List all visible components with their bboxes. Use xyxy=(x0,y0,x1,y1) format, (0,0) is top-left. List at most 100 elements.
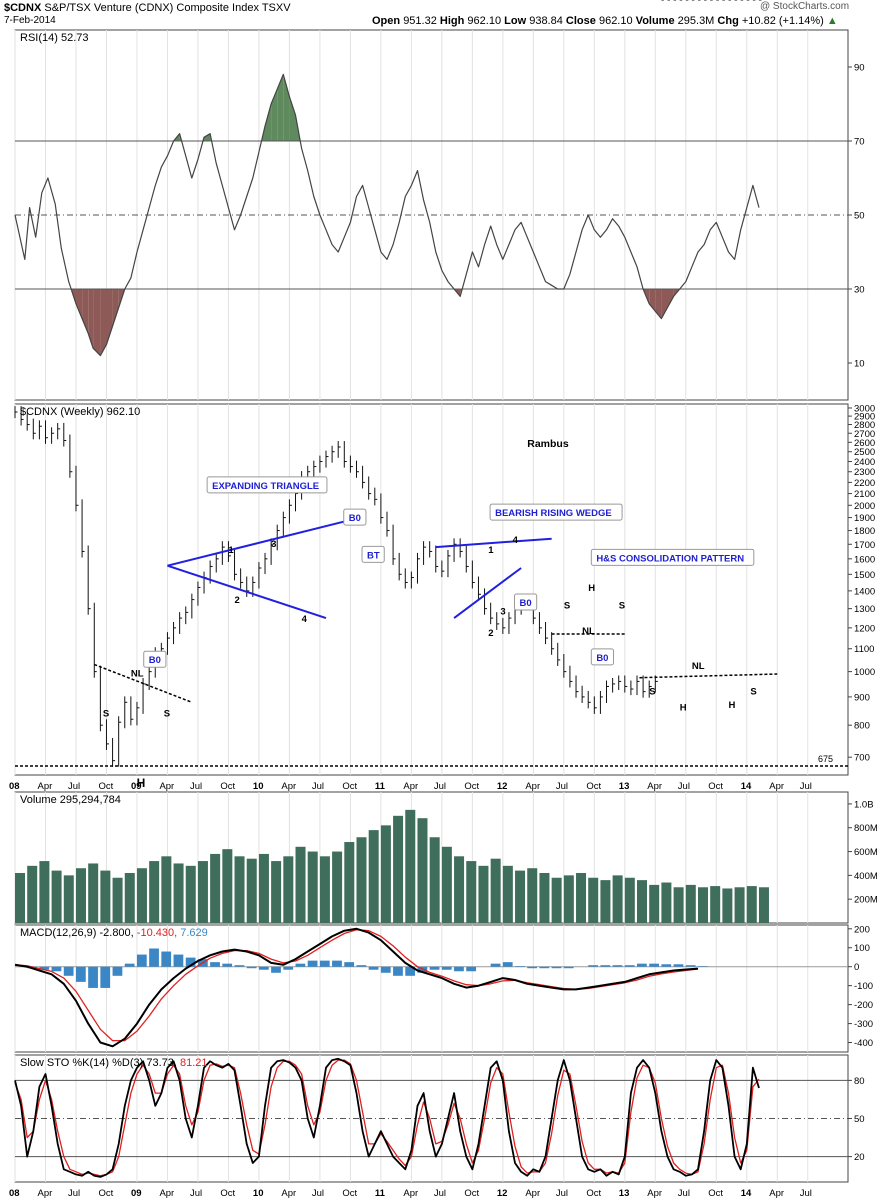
macd-histogram-bar xyxy=(88,966,98,988)
volume-bar xyxy=(673,887,684,923)
volume-bar xyxy=(27,865,38,923)
volume-bar xyxy=(429,837,440,923)
y-tick-label: 1700 xyxy=(854,540,875,551)
ohlc-readout: Open 951.32 High 962.10 Low 938.84 Close… xyxy=(372,15,838,27)
time-axis-label: Apr xyxy=(281,781,296,792)
volume-bar xyxy=(539,872,550,923)
volume-bar xyxy=(210,853,221,923)
macd-title-signal: -10.430, xyxy=(134,927,177,939)
macd-histogram-bar xyxy=(673,964,684,967)
bottom-time-axis-label: Jul xyxy=(312,1188,324,1199)
macd-histogram-bar xyxy=(539,966,550,969)
bottom-time-axis-label: Oct xyxy=(464,1188,479,1199)
macd-histogram-bar xyxy=(39,966,50,970)
annotation-label: H xyxy=(728,700,735,711)
bottom-time-axis-label: Jul xyxy=(678,1188,690,1199)
volume-bar xyxy=(112,877,123,923)
volume-bar xyxy=(405,809,416,923)
y-tick-label: 2700 xyxy=(854,429,875,440)
time-axis-label: Jul xyxy=(678,781,690,792)
y-tick-label: 0 xyxy=(854,962,859,973)
volume-bar xyxy=(15,872,26,923)
macd-histogram-bar xyxy=(515,966,525,967)
volume-bar xyxy=(149,861,160,923)
rsi-oversold-fill xyxy=(655,289,662,319)
macd-histogram-bar xyxy=(441,966,452,970)
annotation-label: NL xyxy=(582,626,595,637)
bottom-time-axis-label: 12 xyxy=(497,1188,508,1199)
annotation-label: B0 xyxy=(596,653,608,664)
bottom-time-axis-label: Oct xyxy=(586,1188,601,1199)
macd-histogram-bar xyxy=(612,965,623,967)
annotation-label: S xyxy=(619,601,625,612)
volume-bar xyxy=(88,863,99,923)
macd-histogram-bar xyxy=(63,966,74,976)
volume-bar xyxy=(710,886,721,923)
time-axis-label: Apr xyxy=(37,781,52,792)
time-axis-label: Jul xyxy=(312,781,324,792)
macd-histogram-bar xyxy=(161,951,172,967)
macd-histogram-bar xyxy=(319,960,330,967)
open-value: 951.32 xyxy=(403,15,437,27)
expanding-triangle-lower xyxy=(167,564,327,620)
macd-histogram-bar xyxy=(368,966,379,970)
y-tick-label: 2900 xyxy=(854,412,875,423)
bottom-time-axis-label: 08 xyxy=(9,1188,20,1199)
macd-histogram-bar xyxy=(502,962,513,967)
bottom-time-axis-label: Apr xyxy=(37,1188,52,1199)
volume-bar xyxy=(380,825,391,923)
annotation-label: BT xyxy=(367,550,380,561)
macd-histogram-bar xyxy=(332,960,342,967)
volume-bar xyxy=(624,877,635,923)
time-axis-label: 08 xyxy=(9,781,20,792)
rsi-oversold-fill xyxy=(661,289,668,319)
y-tick-label: 50 xyxy=(854,1114,865,1125)
annotation-label: 3 xyxy=(271,539,276,550)
macd-title-macd: -2.800, xyxy=(96,927,133,939)
rsi-title: RSI(14) 52.73 xyxy=(20,32,88,44)
annotation-label: 4 xyxy=(302,614,308,625)
y-tick-label: 2200 xyxy=(854,478,875,489)
time-axis-label: Jul xyxy=(68,781,80,792)
annotation-box xyxy=(361,545,385,563)
symbol: $CDNX xyxy=(4,2,42,14)
annotation-label: S xyxy=(750,686,756,697)
price-panel xyxy=(14,403,849,776)
macd-histogram-bar xyxy=(51,966,62,972)
rsi-overbought-fill xyxy=(271,89,278,141)
y-tick-label: 90 xyxy=(854,63,865,74)
y-tick-label: 50 xyxy=(854,211,865,222)
y-tick-label: 1.0B xyxy=(854,799,874,810)
volume-bar xyxy=(746,886,757,923)
time-axis-label: Oct xyxy=(464,781,479,792)
bottom-time-axis-label: Jul xyxy=(190,1188,202,1199)
macd-histogram-bar xyxy=(344,962,355,967)
low-label: Low xyxy=(504,15,527,27)
annotation-label: BEARISH RISING WEDGE xyxy=(495,508,612,519)
rsi-oversold-fill xyxy=(649,289,656,312)
rsi-oversold-fill xyxy=(667,289,674,308)
rising-wedge-upper xyxy=(435,537,552,549)
macd-histogram-bar xyxy=(149,948,159,967)
volume-bar xyxy=(466,861,477,923)
close-value: 962.10 xyxy=(598,15,633,27)
macd-histogram-bar xyxy=(417,966,428,973)
y-tick-label: 1500 xyxy=(854,570,875,581)
bottom-time-axis-label: 09 xyxy=(131,1188,142,1199)
high-label: High xyxy=(439,15,465,27)
exchange: TSXV xyxy=(261,2,291,14)
macd-histogram-bar xyxy=(588,965,598,967)
bottom-time-axis-label: 10 xyxy=(253,1188,264,1199)
macd-histogram-bar xyxy=(112,966,123,976)
volume-bar xyxy=(637,880,648,923)
annotation-label: B0 xyxy=(349,513,361,524)
volume-bar xyxy=(295,846,306,923)
volume-bar xyxy=(136,868,147,923)
time-axis-label: Jul xyxy=(800,781,812,792)
volume-bar xyxy=(417,818,428,923)
y-tick-label: 1100 xyxy=(854,644,874,655)
time-axis-label: 14 xyxy=(741,781,752,792)
stochastic-d-line xyxy=(14,1059,760,1177)
volume-title: Volume 295,294,784 xyxy=(20,794,121,806)
rsi-overbought-fill xyxy=(265,104,272,141)
